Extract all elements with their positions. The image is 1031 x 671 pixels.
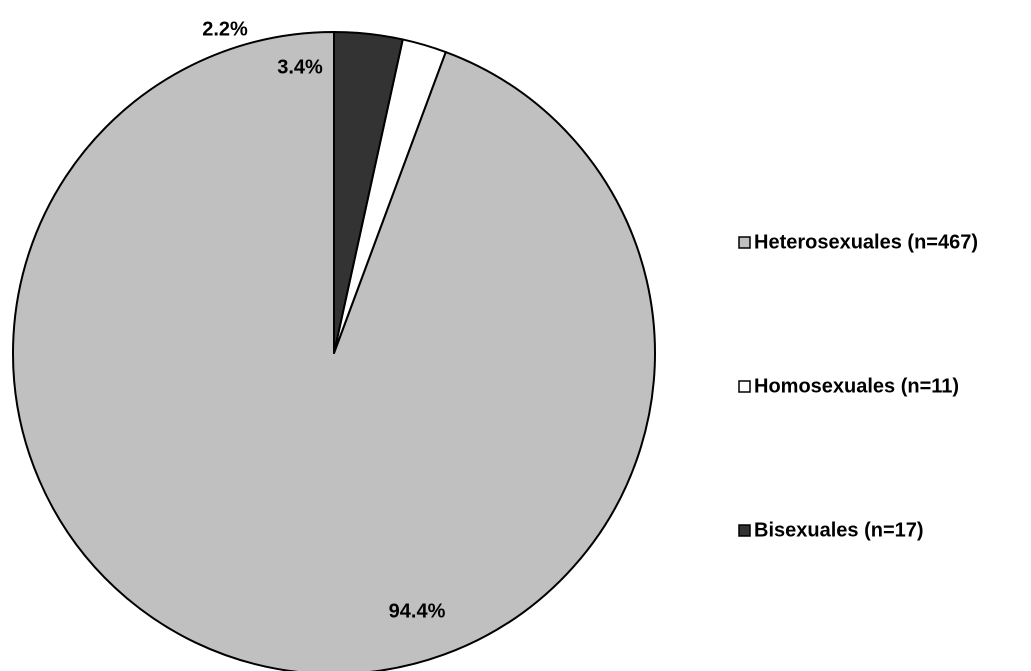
pie-slices — [12, 31, 656, 671]
data-label-heterosexuales: 94.4% — [389, 600, 446, 622]
data-label-bisexuales: 3.4% — [277, 56, 323, 78]
legend-item-bisexuales: Bisexuales (n=17) — [738, 519, 924, 541]
data-label-homosexuales: 2.2% — [202, 18, 248, 40]
legend-label-bisexuales: Bisexuales (n=17) — [754, 519, 924, 541]
slice-bisexuales — [333, 31, 404, 354]
pie-data-labels: 94.4% 2.2% 3.4% — [202, 18, 445, 622]
legend-item-heterosexuales: Heterosexuales (n=467) — [738, 231, 978, 253]
legend-label-homosexuales: Homosexuales (n=11) — [754, 375, 959, 397]
legend: Heterosexuales (n=467) Homosexuales (n=11… — [738, 231, 978, 541]
legend-swatch-bisexuales — [738, 524, 751, 537]
legend-label-heterosexuales: Heterosexuales (n=467) — [754, 231, 978, 253]
legend-item-homosexuales: Homosexuales (n=11) — [738, 375, 959, 397]
legend-swatch-heterosexuales — [738, 236, 751, 249]
legend-swatch-homosexuales — [738, 380, 751, 393]
